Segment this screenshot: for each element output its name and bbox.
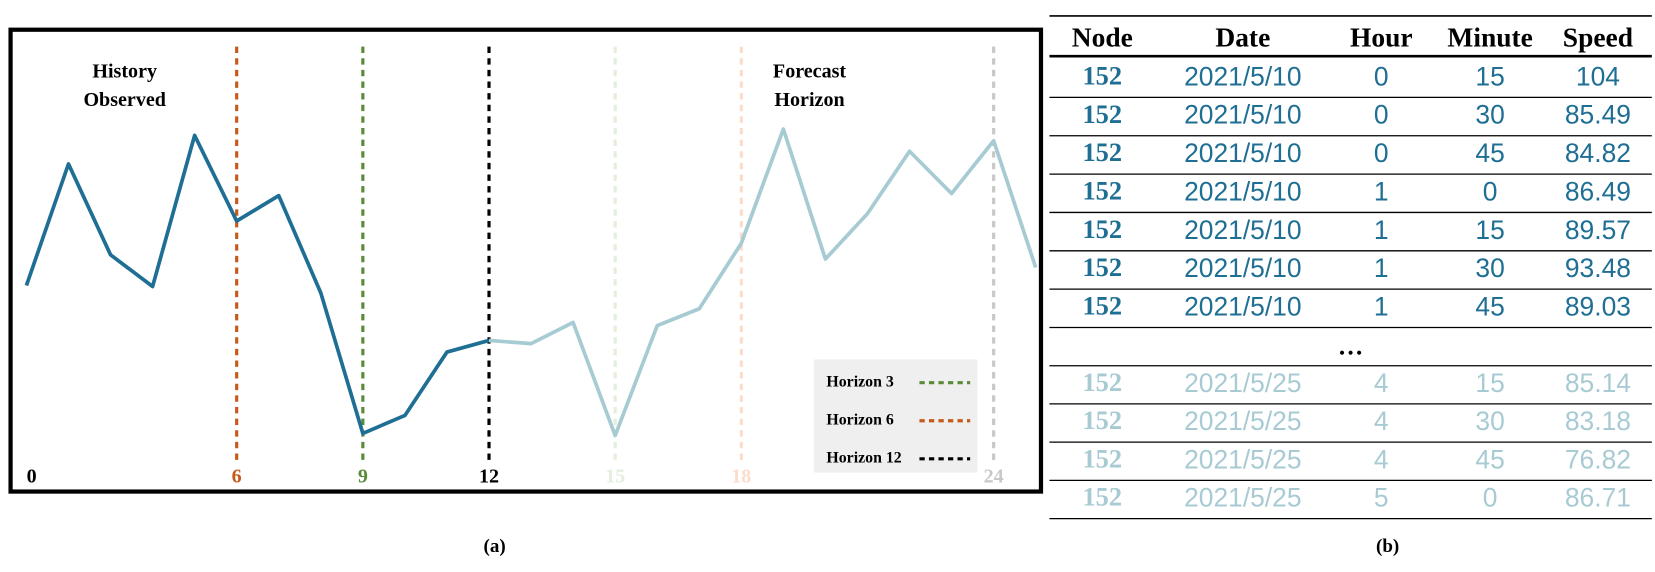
ellipsis: … <box>1338 333 1363 361</box>
table-cell: 0 <box>1483 176 1498 206</box>
table-header: Minute <box>1447 23 1532 53</box>
table-cell: 152 <box>1082 175 1122 205</box>
table-cell: 152 <box>1082 252 1122 282</box>
table-cell: 0 <box>1374 138 1389 168</box>
table-cell: 2021/5/25 <box>1184 444 1301 474</box>
horizon-label: 12 <box>479 465 499 487</box>
table-cell: 152 <box>1082 214 1122 244</box>
annotation: Horizon <box>774 89 844 111</box>
table-cell: 0 <box>1374 61 1389 91</box>
table-header: Speed <box>1563 23 1633 53</box>
table-header: Date <box>1215 23 1270 53</box>
table-cell: 76.82 <box>1565 444 1631 474</box>
table-cell: 15 <box>1475 368 1504 398</box>
table-cell: 4 <box>1374 444 1389 474</box>
table-cell: 152 <box>1082 137 1122 167</box>
horizon-label: 24 <box>984 465 1004 487</box>
table-cell: 2021/5/25 <box>1184 483 1301 513</box>
table-cell: 4 <box>1374 368 1389 398</box>
table-cell: 86.71 <box>1565 483 1631 513</box>
legend-label: Horizon 12 <box>826 449 901 466</box>
legend-label: Horizon 3 <box>826 373 893 390</box>
horizon-label: 15 <box>605 465 625 487</box>
table-cell: 15 <box>1475 61 1504 91</box>
table-cell: 45 <box>1475 291 1504 321</box>
speed-line <box>24 133 490 436</box>
table-cell: 2021/5/10 <box>1184 176 1301 206</box>
table-cell: 45 <box>1475 444 1504 474</box>
table-cell: 15 <box>1475 215 1504 245</box>
annotation: Observed <box>83 89 165 111</box>
horizon-label: 18 <box>731 465 751 487</box>
table-cell: 2021/5/25 <box>1184 406 1301 436</box>
table-cell: 2021/5/25 <box>1184 368 1301 398</box>
table-cell: 86.49 <box>1565 176 1631 206</box>
table-cell: 0 <box>1374 100 1389 130</box>
table-cell: 2021/5/10 <box>1184 253 1301 283</box>
table-cell: 152 <box>1082 443 1122 473</box>
legend-box <box>813 359 978 473</box>
table-cell: 84.82 <box>1565 138 1631 168</box>
horizon-label: 6 <box>232 465 242 487</box>
horizon-label: 9 <box>358 465 368 487</box>
table-cell: 152 <box>1082 405 1122 435</box>
table-cell: 1 <box>1374 215 1389 245</box>
panel-frame <box>8 27 1044 494</box>
table-header: Node <box>1072 23 1133 53</box>
speed-line <box>488 127 1038 438</box>
table-cell: 5 <box>1374 483 1389 513</box>
table-cell: 1 <box>1374 291 1389 321</box>
table-cell: 152 <box>1082 367 1122 397</box>
table-cell: 30 <box>1475 253 1504 283</box>
annotation: History <box>92 61 157 83</box>
table-cell: 4 <box>1374 406 1389 436</box>
table-cell: 85.14 <box>1565 368 1631 398</box>
table-header: Hour <box>1350 23 1413 53</box>
table-cell: 2021/5/10 <box>1184 61 1301 91</box>
horizon-label: 0 <box>27 465 37 487</box>
table-cell: 1 <box>1374 176 1389 206</box>
caption: (b) <box>1376 536 1399 557</box>
table-cell: 1 <box>1374 253 1389 283</box>
table-cell: 2021/5/10 <box>1184 291 1301 321</box>
table-cell: 104 <box>1576 61 1620 91</box>
table-cell: 152 <box>1082 99 1122 129</box>
legend-label: Horizon 6 <box>826 411 893 428</box>
table-cell: 45 <box>1475 138 1504 168</box>
table-cell: 30 <box>1475 406 1504 436</box>
table-cell: 152 <box>1082 291 1122 321</box>
table-cell: 152 <box>1082 482 1122 512</box>
table-cell: 89.03 <box>1565 291 1631 321</box>
table-cell: 89.57 <box>1565 215 1631 245</box>
table-cell: 0 <box>1483 483 1498 513</box>
table-cell: 30 <box>1475 100 1504 130</box>
table-cell: 83.18 <box>1565 406 1631 436</box>
table-cell: 2021/5/10 <box>1184 138 1301 168</box>
table-cell: 2021/5/10 <box>1184 100 1301 130</box>
caption: (a) <box>484 536 506 557</box>
annotation: Forecast <box>773 61 846 83</box>
table-cell: 85.49 <box>1565 100 1631 130</box>
table-cell: 93.48 <box>1565 253 1631 283</box>
table-cell: 2021/5/10 <box>1184 215 1301 245</box>
table-cell: 152 <box>1082 60 1122 90</box>
